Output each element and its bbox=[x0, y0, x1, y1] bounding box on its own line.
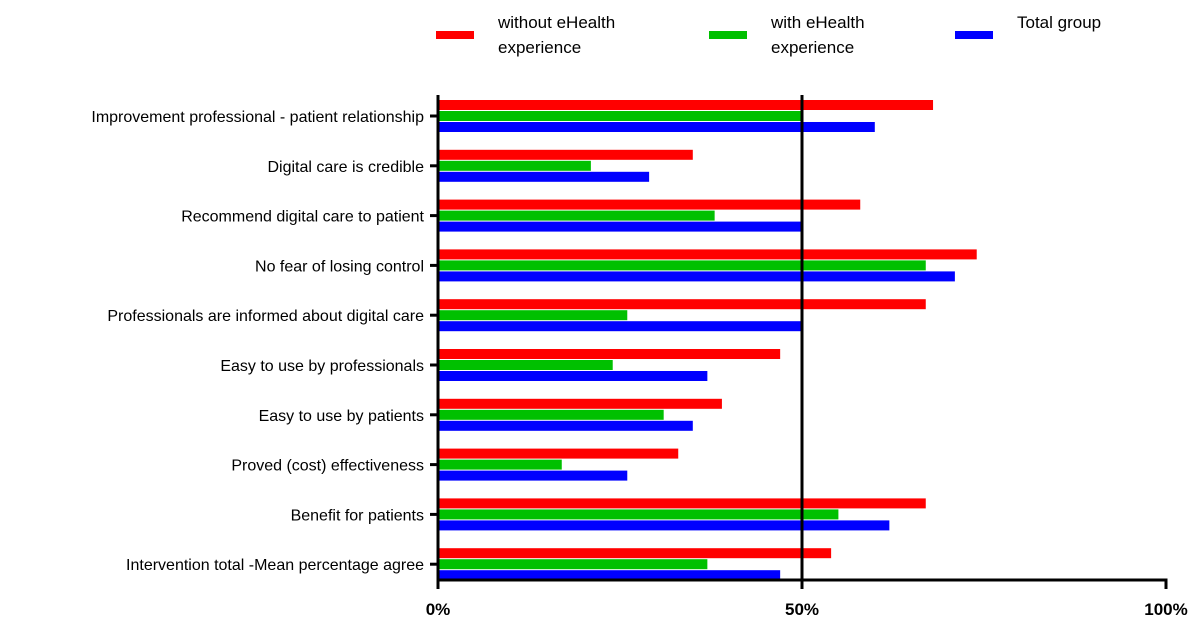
x-tick-label: 50% bbox=[785, 600, 819, 619]
bar-without-ehealth-experience bbox=[438, 548, 832, 559]
bar-without-ehealth-experience bbox=[438, 100, 934, 110]
bar-with-ehealth-experience bbox=[438, 260, 926, 271]
bar-without-ehealth-experience bbox=[438, 249, 977, 260]
bar-total-group bbox=[438, 570, 781, 581]
bar-total-group bbox=[438, 171, 650, 182]
legend-label: with eHealth bbox=[770, 13, 865, 32]
category-label: Easy to use by patients bbox=[259, 408, 424, 425]
legend-label: experience bbox=[771, 38, 854, 57]
bar-total-group bbox=[438, 271, 955, 282]
x-tick-label: 100% bbox=[1144, 600, 1187, 619]
bar-with-ehealth-experience bbox=[438, 360, 613, 370]
bar-total-group bbox=[438, 122, 875, 132]
bar-with-ehealth-experience bbox=[438, 111, 802, 121]
x-tick-label: 0% bbox=[426, 600, 451, 619]
bar-with-ehealth-experience bbox=[438, 210, 715, 221]
bar-with-ehealth-experience bbox=[438, 509, 839, 520]
category-label: Benefit for patients bbox=[291, 507, 424, 524]
bar-without-ehealth-experience bbox=[438, 149, 693, 160]
bar-total-group bbox=[438, 221, 802, 232]
bar-without-ehealth-experience bbox=[438, 299, 926, 310]
legend-swatch bbox=[955, 31, 993, 39]
bar-total-group bbox=[438, 321, 802, 332]
bar-total-group bbox=[438, 420, 693, 431]
legend-label: experience bbox=[498, 38, 581, 57]
legend-swatch bbox=[709, 31, 747, 39]
bar-without-ehealth-experience bbox=[438, 199, 861, 210]
legend-swatch bbox=[436, 31, 474, 39]
bar-with-ehealth-experience bbox=[438, 459, 562, 470]
category-label: Digital care is credible bbox=[267, 159, 424, 176]
category-label: Intervention total -Mean percentage agre… bbox=[126, 557, 424, 574]
category-label: No fear of losing control bbox=[255, 258, 424, 275]
bar-with-ehealth-experience bbox=[438, 160, 591, 171]
category-label: Easy to use by professionals bbox=[220, 358, 424, 375]
bar-without-ehealth-experience bbox=[438, 498, 926, 509]
bar-with-ehealth-experience bbox=[438, 310, 628, 321]
category-label: Proved (cost) effectiveness bbox=[231, 458, 424, 475]
bar-total-group bbox=[438, 470, 628, 481]
bar-total-group bbox=[438, 371, 708, 381]
bar-without-ehealth-experience bbox=[438, 448, 679, 459]
bar-with-ehealth-experience bbox=[438, 409, 664, 420]
bar-total-group bbox=[438, 520, 890, 531]
bar-without-ehealth-experience bbox=[438, 349, 781, 359]
bar-without-ehealth-experience bbox=[438, 398, 722, 409]
legend-label: Total group bbox=[1017, 13, 1101, 32]
category-label: Recommend digital care to patient bbox=[181, 209, 424, 226]
category-label: Professionals are informed about digital… bbox=[107, 308, 424, 325]
legend-label: without eHealth bbox=[497, 13, 615, 32]
category-label: Improvement professional - patient relat… bbox=[91, 109, 424, 126]
bar-with-ehealth-experience bbox=[438, 559, 708, 570]
